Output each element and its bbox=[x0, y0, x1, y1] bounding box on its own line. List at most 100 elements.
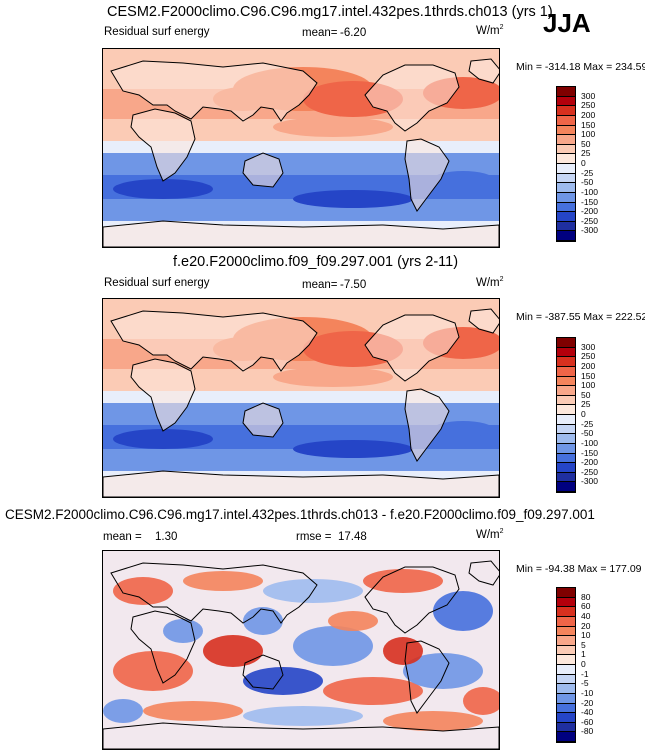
panel3-colorbar: 80 60 40 20 10 5 1 0 -1 -5 -10 -20 -40 -60 -80 bbox=[556, 587, 593, 743]
panel1-variable: Residual surf energy bbox=[104, 26, 210, 38]
colorbar-tick-label: 300 bbox=[581, 90, 596, 101]
colorbar-tick-label: -40 bbox=[581, 707, 594, 718]
colorbar-tick-label: -100 bbox=[581, 437, 599, 448]
panel2-variable: Residual surf energy bbox=[104, 277, 210, 289]
colorbar-tick-label: -50 bbox=[581, 177, 594, 188]
field-blob bbox=[103, 699, 143, 723]
colorbar-box bbox=[557, 722, 575, 733]
colorbar-tick-label: -80 bbox=[581, 726, 594, 737]
field-blob bbox=[293, 190, 413, 208]
field-band bbox=[103, 403, 499, 425]
colorbar-box bbox=[557, 636, 575, 646]
panel3-field bbox=[103, 551, 499, 749]
colorbar-box bbox=[557, 463, 575, 473]
colorbar-tick-label: -25 bbox=[581, 167, 594, 178]
colorbar-tick-label: 50 bbox=[581, 138, 591, 149]
colorbar-box bbox=[557, 597, 575, 608]
coastline bbox=[110, 310, 318, 372]
field-blob bbox=[323, 677, 423, 705]
panel1-field bbox=[103, 49, 499, 247]
field-blob bbox=[293, 626, 373, 666]
colorbar-box bbox=[557, 357, 575, 367]
coastline bbox=[242, 402, 284, 438]
panel1-mean: -6.20 bbox=[340, 27, 367, 39]
colorbar-box bbox=[557, 231, 575, 241]
colorbar-tick-label: 250 bbox=[581, 351, 596, 362]
field-blob bbox=[463, 687, 499, 715]
panel3-rmse-label: rmse = bbox=[296, 531, 332, 543]
colorbar-tick-label: -5 bbox=[581, 678, 589, 689]
colorbar-box bbox=[557, 453, 575, 464]
colorbar-box bbox=[557, 338, 575, 348]
colorbar-tick-label: 200 bbox=[581, 360, 596, 371]
colorbar-box bbox=[557, 713, 575, 723]
panel3-title: CESM2.F2000climo.C96.C96.mg17.intel.432p… bbox=[5, 507, 595, 522]
colorbar-tick-label: -250 bbox=[581, 215, 599, 226]
coastline bbox=[468, 58, 499, 84]
field-blob bbox=[143, 701, 243, 721]
panel2-map bbox=[102, 298, 500, 498]
colorbar-tick-label: 200 bbox=[581, 109, 596, 120]
field-blob bbox=[433, 421, 493, 437]
field-blob bbox=[113, 429, 213, 449]
colorbar-box bbox=[557, 202, 575, 213]
panel3-rmse: 17.48 bbox=[338, 531, 367, 543]
field-blob bbox=[183, 571, 263, 591]
colorbar-box bbox=[557, 684, 575, 694]
panel2-units: W/m2 bbox=[476, 276, 504, 289]
panel3-map bbox=[102, 550, 500, 750]
colorbar-tick-label: 0 bbox=[581, 409, 586, 419]
colorbar-tick-label: -200 bbox=[581, 206, 599, 217]
coastline bbox=[364, 64, 460, 132]
coastline bbox=[130, 108, 196, 182]
colorbar-box bbox=[557, 732, 575, 742]
colorbar-tick-label: -60 bbox=[581, 716, 594, 727]
season-label: JJA bbox=[543, 8, 591, 38]
coastline bbox=[103, 470, 499, 497]
coastline bbox=[103, 220, 499, 247]
colorbar-box bbox=[557, 443, 575, 454]
colorbar-tick-label: 5 bbox=[581, 639, 586, 650]
colorbar-tick-label: 100 bbox=[581, 380, 596, 391]
field-blob bbox=[163, 619, 203, 643]
colorbar-box bbox=[557, 424, 575, 435]
colorbar-box bbox=[557, 96, 575, 107]
field-blob bbox=[113, 577, 173, 605]
colorbar-tick-label: 0 bbox=[581, 659, 586, 669]
colorbar-box bbox=[557, 665, 575, 675]
colorbar-box bbox=[557, 395, 575, 406]
field-blob bbox=[273, 117, 393, 137]
colorbar-box bbox=[557, 183, 575, 193]
colorbar-box bbox=[557, 144, 575, 155]
colorbar-box bbox=[557, 616, 575, 627]
colorbar-box bbox=[557, 703, 575, 714]
panel3-mean: 1.30 bbox=[155, 531, 178, 543]
panel3-minmax: Min = -94.38 Max = 177.09 bbox=[516, 563, 642, 575]
colorbar-box bbox=[557, 221, 575, 232]
colorbar-tick-label: 150 bbox=[581, 119, 596, 130]
field-blob bbox=[383, 711, 483, 731]
colorbar-tick-label: 250 bbox=[581, 100, 596, 111]
coastline bbox=[110, 60, 318, 122]
colorbar-tick-label: 50 bbox=[581, 389, 591, 400]
coastline bbox=[364, 566, 460, 634]
colorbar-box bbox=[557, 645, 575, 656]
panel2-title: f.e20.F2000climo.f09_f09.297.001 (yrs 2-… bbox=[173, 254, 459, 270]
colorbar-box bbox=[557, 87, 575, 97]
panel1-title: CESM2.F2000climo.C96.C96.mg17.intel.432p… bbox=[107, 4, 553, 20]
field-blob bbox=[293, 440, 413, 458]
field-blob bbox=[113, 651, 193, 691]
colorbar-tick-label: -200 bbox=[581, 457, 599, 468]
colorbar-tick-label: -100 bbox=[581, 186, 599, 197]
colorbar-box bbox=[557, 607, 575, 617]
field-blob bbox=[273, 367, 393, 387]
field-blob bbox=[403, 653, 483, 689]
field-blob bbox=[203, 635, 263, 667]
colorbar-box bbox=[557, 405, 575, 415]
field-blob bbox=[383, 637, 423, 665]
colorbar-tick-label: 150 bbox=[581, 370, 596, 381]
colorbar-box bbox=[557, 164, 575, 174]
coastline bbox=[103, 722, 499, 749]
colorbar-tick-label: 25 bbox=[581, 399, 591, 410]
colorbar-box bbox=[557, 434, 575, 444]
